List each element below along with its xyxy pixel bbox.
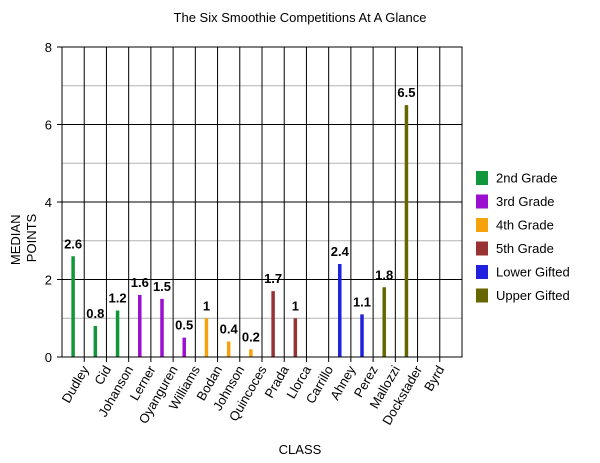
- y-tick-label: 2: [45, 273, 52, 288]
- legend-label-3rd-grade: 3rd Grade: [496, 194, 555, 209]
- x-tick-label-dudley: Dudley: [59, 363, 92, 406]
- y-tick-label: 8: [45, 40, 52, 55]
- y-tick-label: 0: [45, 350, 52, 365]
- value-label-llorca: 1: [292, 298, 299, 313]
- legend: 2nd Grade 3rd Grade 4th Grade 5th Grade Lowe…: [476, 171, 570, 303]
- legend-label-upper-gifted: Upper Gifted: [496, 288, 570, 303]
- bar-bodan: [204, 318, 209, 357]
- legend-swatch-lower-gifted: [476, 265, 488, 279]
- bar-lerner: [138, 295, 142, 357]
- legend-label-lower-gifted: Lower Gifted: [496, 265, 570, 280]
- legend-swatch-2nd-grade: [476, 171, 488, 185]
- value-label-johnson: 0.4: [220, 322, 239, 337]
- bars: [71, 105, 409, 357]
- bar-johnson: [226, 341, 231, 357]
- bar-ahney: [338, 264, 342, 357]
- legend-swatch-5th-grade: [476, 241, 488, 256]
- bar-mallozzi: [382, 287, 386, 357]
- value-label-bodan: 1: [203, 298, 210, 313]
- x-tick-label-byrd: Byrd: [421, 363, 447, 394]
- value-label-dockstader: 6.5: [397, 85, 415, 100]
- y-axis-label-line-2: POINTS: [24, 213, 39, 262]
- y-axis-label: MEDIAN POINTS: [8, 211, 39, 265]
- bar-prada: [271, 291, 275, 357]
- y-axis-label-line-1: MEDIAN: [8, 215, 23, 266]
- value-label-cid: 0.8: [86, 306, 104, 321]
- bar-dudley: [71, 256, 75, 357]
- bar-dockstader: [404, 105, 409, 357]
- value-label-johanson: 1.2: [109, 291, 127, 306]
- value-label-dudley: 2.6: [64, 236, 82, 251]
- value-label-williams: 0.5: [175, 318, 193, 333]
- chart-title: The Six Smoothie Competitions At A Glanc…: [174, 10, 427, 25]
- value-label-mallozzi: 1.8: [375, 267, 393, 282]
- value-label-quincoces: 0.2: [242, 329, 260, 344]
- value-label-oyanguren: 1.5: [153, 279, 171, 294]
- value-label-perez: 1.1: [353, 294, 371, 309]
- bar-johanson: [115, 310, 120, 357]
- value-labels: 2.6 0.8 1.2 1.6 1.5 0.5 1 0.40.2 1.7 1 2.4 1.1 1.8 6.…: [64, 85, 415, 344]
- legend-label-4th-grade: 4th Grade: [496, 218, 554, 233]
- legend-swatch-4th-grade: [476, 218, 488, 232]
- value-label-lerner: 1.6: [131, 275, 149, 290]
- legend-label-2nd-grade: 2nd Grade: [496, 171, 557, 186]
- y-tick-label: 4: [45, 195, 52, 210]
- bar-quincoces: [249, 349, 253, 357]
- bar-oyanguren: [160, 298, 164, 357]
- bar-llorca: [293, 318, 298, 357]
- legend-swatch-3rd-grade: [476, 194, 488, 209]
- value-label-ahney: 2.4: [331, 244, 350, 259]
- x-axis-label: CLASS: [279, 442, 322, 457]
- bar-perez: [360, 314, 364, 357]
- bar-williams: [182, 337, 186, 357]
- value-label-prada: 1.7: [264, 271, 282, 286]
- y-tick-label: 6: [45, 118, 52, 133]
- legend-label-5th-grade: 5th Grade: [496, 241, 554, 256]
- legend-swatch-upper-gifted: [476, 288, 488, 303]
- bar-cid: [93, 326, 98, 357]
